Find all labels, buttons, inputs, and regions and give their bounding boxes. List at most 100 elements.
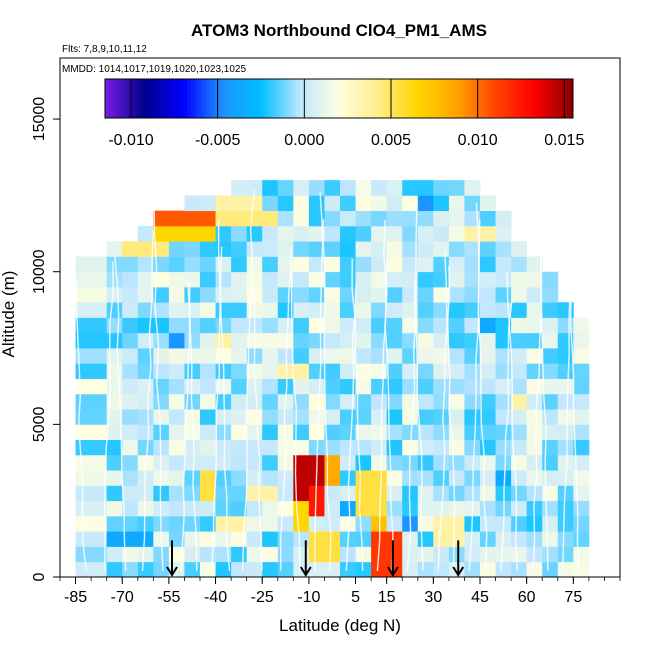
heatmap-cell xyxy=(464,256,481,273)
heatmap-cell xyxy=(231,546,248,563)
heatmap-cell xyxy=(184,561,201,578)
heatmap-cell xyxy=(106,454,123,471)
heatmap-cell xyxy=(480,317,496,334)
heatmap-cell xyxy=(246,470,263,486)
heatmap-cell xyxy=(75,271,108,288)
heatmap-cell xyxy=(293,180,310,196)
heatmap-cell xyxy=(262,332,279,349)
heatmap-cell xyxy=(293,195,310,212)
heatmap-cell xyxy=(557,439,574,456)
colorbar-segment xyxy=(218,79,223,118)
heatmap-cell xyxy=(573,454,590,471)
heatmap-cell xyxy=(122,286,139,303)
heatmap-cell xyxy=(557,363,574,379)
heatmap-cell xyxy=(340,195,356,212)
heatmap-cell xyxy=(464,409,481,425)
heatmap-cell xyxy=(277,485,294,502)
x-tick-label: -40 xyxy=(204,589,227,606)
heatmap-cell xyxy=(246,454,263,471)
colorbar-segment xyxy=(401,79,406,118)
heatmap-cell xyxy=(184,546,201,563)
heatmap-cell xyxy=(526,393,543,410)
heatmap-cell xyxy=(433,286,450,303)
heatmap-cell xyxy=(448,439,465,456)
heatmap-cell xyxy=(526,409,543,425)
heatmap-cell xyxy=(557,515,574,532)
heatmap-cell xyxy=(277,500,294,517)
heatmap-cell xyxy=(324,317,341,334)
heatmap-cell xyxy=(200,256,216,273)
colorbar-segment xyxy=(389,79,395,118)
heatmap-cell xyxy=(308,393,325,410)
heatmap-cell xyxy=(402,561,419,578)
colorbar-segment xyxy=(206,79,211,118)
heatmap-cell xyxy=(308,546,325,563)
heatmap-cell xyxy=(153,332,170,349)
heatmap-cell xyxy=(417,546,434,563)
heatmap-cell xyxy=(246,241,263,257)
heatmap-cell xyxy=(511,485,528,502)
heatmap-cell xyxy=(495,378,512,395)
heatmap-cell xyxy=(371,180,388,196)
heatmap-cell xyxy=(340,256,356,273)
flight-track-line xyxy=(406,203,418,571)
heatmap-cell xyxy=(511,348,528,364)
heatmap-cell xyxy=(448,363,465,379)
heatmap-cell xyxy=(371,332,388,349)
colorbar-segment xyxy=(413,79,418,118)
heatmap-cell xyxy=(355,225,372,242)
heatmap-cell xyxy=(324,363,341,379)
heatmap-cell xyxy=(417,241,434,257)
colorbar-segment xyxy=(171,79,176,118)
heatmap-cell xyxy=(542,317,559,334)
heatmap-cell xyxy=(215,424,232,441)
heatmap-cell xyxy=(573,393,590,410)
heatmap-cell xyxy=(495,332,512,349)
heatmap-cell xyxy=(417,210,434,227)
colorbar-segment xyxy=(557,79,562,118)
y-axis-label: Altitude (m) xyxy=(0,271,18,358)
heatmap-cell xyxy=(153,286,170,303)
heatmap-cell xyxy=(417,470,434,486)
heatmap-cell xyxy=(246,409,263,425)
heatmap-cell xyxy=(137,378,154,395)
heatmap-cell xyxy=(168,515,185,532)
heatmap-cell xyxy=(371,409,388,425)
heatmap-cell xyxy=(231,485,248,502)
heatmap-cell xyxy=(402,195,419,212)
heatmap-cell xyxy=(153,348,170,364)
heatmap-cell xyxy=(386,439,403,456)
heatmap-cell xyxy=(433,210,450,227)
heatmap-cell xyxy=(200,561,216,578)
heatmap-cell xyxy=(308,515,325,532)
heatmap-cell xyxy=(495,210,512,227)
colorbar-segment xyxy=(268,79,274,118)
heatmap-cell xyxy=(231,225,248,242)
heatmap-cell xyxy=(137,286,154,303)
heatmap-cell xyxy=(200,378,216,395)
heatmap-cell xyxy=(355,409,372,425)
heatmap-cell xyxy=(231,531,248,547)
heatmap-cell xyxy=(480,286,496,303)
heatmap-cell xyxy=(448,271,465,288)
heatmap-cell xyxy=(168,210,185,227)
colorbar-segment xyxy=(303,79,309,118)
colorbar-segment xyxy=(222,79,227,118)
heatmap-cell xyxy=(262,561,279,578)
heatmap-cell xyxy=(324,332,341,349)
heatmap-cell xyxy=(417,393,434,410)
heatmap-cell xyxy=(215,195,232,212)
heatmap-cell xyxy=(122,531,139,547)
x-tick-label: -10 xyxy=(297,589,320,606)
heatmap-cell xyxy=(215,302,232,318)
heatmap-cell xyxy=(308,256,325,273)
heatmap-cell xyxy=(262,180,279,196)
heatmap-cell xyxy=(464,195,481,212)
heatmap-cell xyxy=(293,317,310,334)
heatmap-cell xyxy=(324,241,341,257)
colorbar-segment xyxy=(553,79,558,118)
x-tick-label: 15 xyxy=(378,589,396,606)
heatmap-cell xyxy=(511,561,528,578)
heatmap-cell xyxy=(293,225,310,242)
heatmap-cell xyxy=(340,225,356,242)
